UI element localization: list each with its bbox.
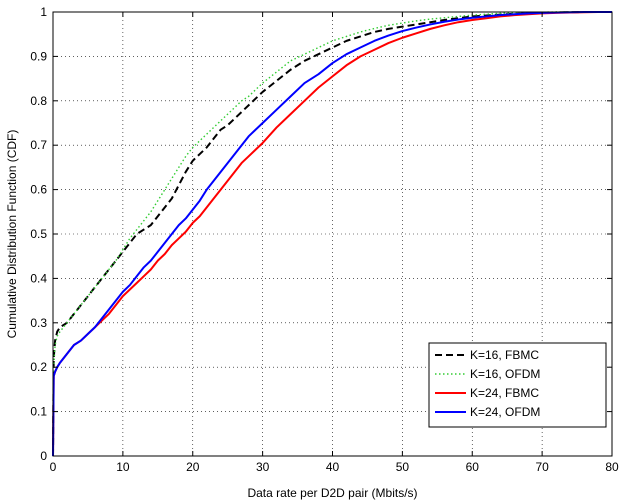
x-tick-label: 40 xyxy=(326,460,340,474)
y-tick-label: 0.3 xyxy=(30,316,47,330)
series-lines xyxy=(52,11,612,457)
x-tick-label: 10 xyxy=(116,460,130,474)
axis-ticks: 0 10 20 30 40 50 60 70 80 0 0.1 0.2 0.3 0.4 0.5 0.6 0.7 0… xyxy=(30,5,619,474)
x-axis-label: Data rate per D2D pair (Mbits/s) xyxy=(247,486,417,500)
y-tick-label: 0.6 xyxy=(30,183,47,197)
x-tick-label: 60 xyxy=(466,460,480,474)
y-tick-label: 0.4 xyxy=(30,271,47,285)
x-tick-label: 70 xyxy=(535,460,549,474)
legend: K=16, FBMC K=16, OFDM K=24, FBMC K=24, OFDM xyxy=(428,342,607,428)
y-axis-label: Cumulative Distribution Function (CDF) xyxy=(5,130,19,339)
x-tick-label: 30 xyxy=(256,460,270,474)
y-tick-label: 0.9 xyxy=(30,49,47,63)
series-line-2 xyxy=(52,11,612,457)
y-tick-label: 0.1 xyxy=(30,405,47,419)
x-tick-label: 50 xyxy=(396,460,410,474)
legend-label-1: K=16, FBMC xyxy=(470,348,539,362)
legend-label-4: K=24, OFDM xyxy=(470,405,540,419)
legend-label-2: K=16, OFDM xyxy=(470,367,540,381)
y-tick-label: 0.7 xyxy=(30,138,47,152)
y-tick-label: 0.8 xyxy=(30,94,47,108)
x-tick-label: 20 xyxy=(186,460,200,474)
x-tick-label: 0 xyxy=(50,460,57,474)
series-line-4 xyxy=(52,11,612,457)
legend-label-3: K=24, FBMC xyxy=(470,386,539,400)
y-tick-label: 1 xyxy=(40,5,47,19)
y-tick-label: 0.5 xyxy=(30,227,47,241)
x-tick-label: 80 xyxy=(605,460,619,474)
y-tick-label: 0 xyxy=(40,449,47,463)
y-tick-label: 0.2 xyxy=(30,360,47,374)
